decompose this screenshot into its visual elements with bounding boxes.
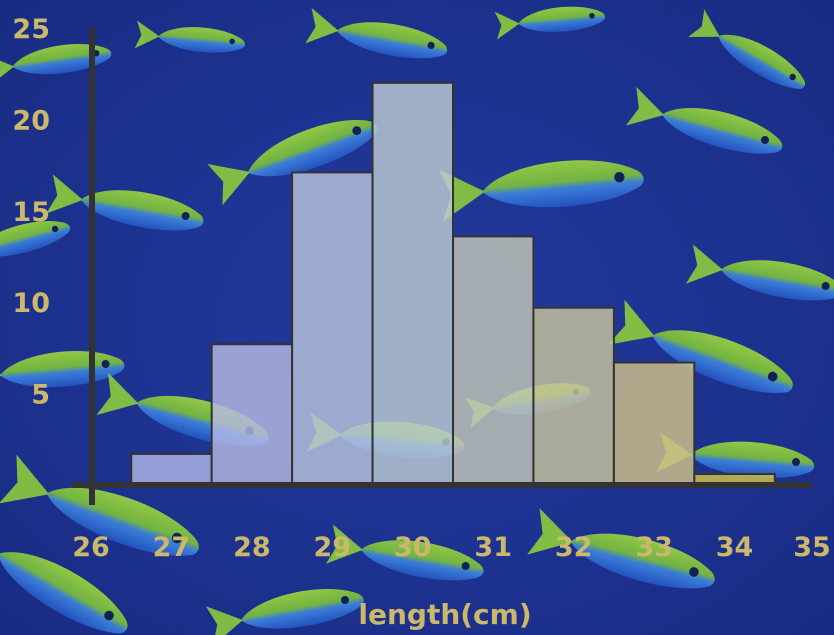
x-tick-label: 35 xyxy=(793,532,831,563)
axes xyxy=(72,28,812,505)
histogram-bar xyxy=(612,361,696,486)
x-tick-label: 31 xyxy=(474,532,512,563)
y-tick-label: 15 xyxy=(12,197,50,228)
y-tick-label: 5 xyxy=(31,380,50,411)
histogram-bar xyxy=(291,171,374,487)
histogram-bar xyxy=(210,343,294,486)
x-tick-label: 34 xyxy=(716,532,754,563)
x-tick-label: 27 xyxy=(153,532,191,563)
histogram-bars xyxy=(130,81,776,487)
x-tick-label: 33 xyxy=(635,532,673,563)
y-tick-label: 20 xyxy=(12,105,50,136)
y-tick-label: 10 xyxy=(12,288,50,319)
x-axis-label: length(cm) xyxy=(358,598,531,631)
x-tick-label: 32 xyxy=(555,532,593,563)
histogram-bar xyxy=(371,81,454,486)
x-tick-label: 26 xyxy=(72,532,110,563)
x-tick-labels: 26 27 28 29 30 31 32 33 34 35 xyxy=(72,532,831,563)
y-tick-label: 25 xyxy=(12,14,50,45)
x-tick-label: 30 xyxy=(394,532,432,563)
x-tick-label: 29 xyxy=(314,532,352,563)
histogram-bar xyxy=(532,306,615,486)
histogram-bar xyxy=(130,452,213,487)
x-tick-label: 28 xyxy=(233,532,271,563)
y-tick-labels: 5 10 15 20 25 xyxy=(12,14,50,411)
histogram-bar xyxy=(452,235,535,486)
